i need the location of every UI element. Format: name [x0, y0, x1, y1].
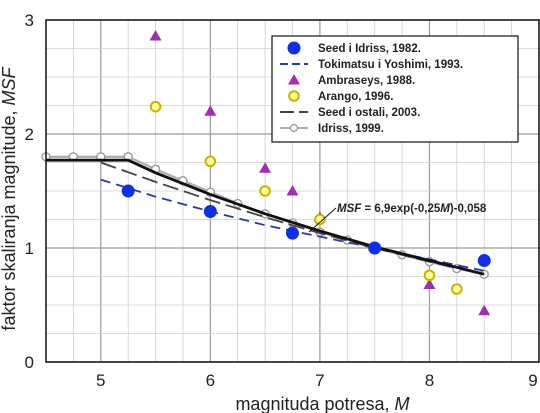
- annotation-text: MSF = 6,9exp(-0,25M)-0,058: [337, 203, 487, 215]
- series-point: [259, 185, 271, 197]
- series-point: [204, 155, 217, 168]
- x-tick-label: 7: [315, 371, 324, 390]
- legend-label: Seed i Idriss, 1982.: [318, 43, 421, 55]
- legend-label: Idriss, 1999.: [318, 123, 384, 135]
- legend-label: Ambraseys, 1988.: [318, 75, 415, 87]
- x-tick-label: 8: [425, 371, 434, 390]
- legend-box: [271, 35, 519, 143]
- series-point: [451, 283, 463, 295]
- x-axis-label: magnituda potresa, M: [235, 394, 409, 413]
- legend-swatch: [287, 41, 301, 55]
- series-point: [477, 254, 491, 268]
- y-tick-label: 1: [25, 239, 34, 258]
- legend-swatch: [288, 90, 300, 102]
- legend-entry: Arango, 1996.: [288, 90, 393, 103]
- series-point: [204, 105, 217, 116]
- plot-frame: [45, 19, 540, 363]
- legend-label: Seed i ostali, 2003.: [318, 107, 420, 119]
- legend-entry: Seed i ostali, 2003.: [280, 107, 420, 119]
- series-point: [286, 226, 299, 240]
- series-3: [46, 158, 485, 276]
- series-point: [121, 184, 135, 198]
- y-axis-label: faktor skaliranja magnitude, MSF: [0, 66, 19, 330]
- legend-entry: Ambraseys, 1988.: [288, 74, 415, 87]
- legend-label: Arango, 1996.: [318, 91, 393, 103]
- series-point: [286, 185, 299, 196]
- legend-entry: Tokimatsu i Yoshimi, 1993.: [280, 59, 463, 71]
- series-point: [149, 29, 162, 41]
- tick-labels: 5 6 7 8 9 0 1 2 3: [25, 11, 538, 390]
- series-point: [314, 213, 326, 226]
- series-point: [423, 278, 436, 289]
- series-point: [203, 205, 217, 219]
- legend-swatch: [288, 74, 300, 85]
- legend-swatch-marker: [289, 123, 299, 133]
- x-tick-label: 5: [96, 371, 105, 390]
- series-line: [46, 158, 485, 276]
- y-tick-label: 0: [25, 353, 34, 372]
- legend-entry: Seed i Idriss, 1982.: [287, 41, 421, 55]
- legend-entry: Idriss, 1999.: [280, 123, 384, 135]
- series-point: [259, 162, 272, 173]
- y-tick-label: 2: [25, 125, 34, 144]
- series-point: [149, 100, 162, 113]
- annotation-leader: [308, 207, 337, 233]
- y-tick-label: 3: [25, 11, 34, 30]
- x-tick-label: 6: [206, 371, 215, 390]
- legend: Seed i Idriss, 1982. Tokimatsu i Yoshimi,…: [271, 35, 519, 143]
- legend-label: Tokimatsu i Yoshimi, 1993.: [318, 59, 463, 71]
- series-4: [121, 184, 491, 268]
- x-tick-label: 9: [528, 371, 537, 390]
- series-point: [368, 241, 382, 255]
- annotation: MSF = 6,9exp(-0,25M)-0,058: [308, 203, 487, 233]
- series-point: [478, 304, 491, 316]
- series-point: [423, 269, 436, 282]
- series-6: [149, 100, 463, 295]
- axis-labels: magnituda potresa, M faktor skaliranja ma…: [0, 66, 410, 413]
